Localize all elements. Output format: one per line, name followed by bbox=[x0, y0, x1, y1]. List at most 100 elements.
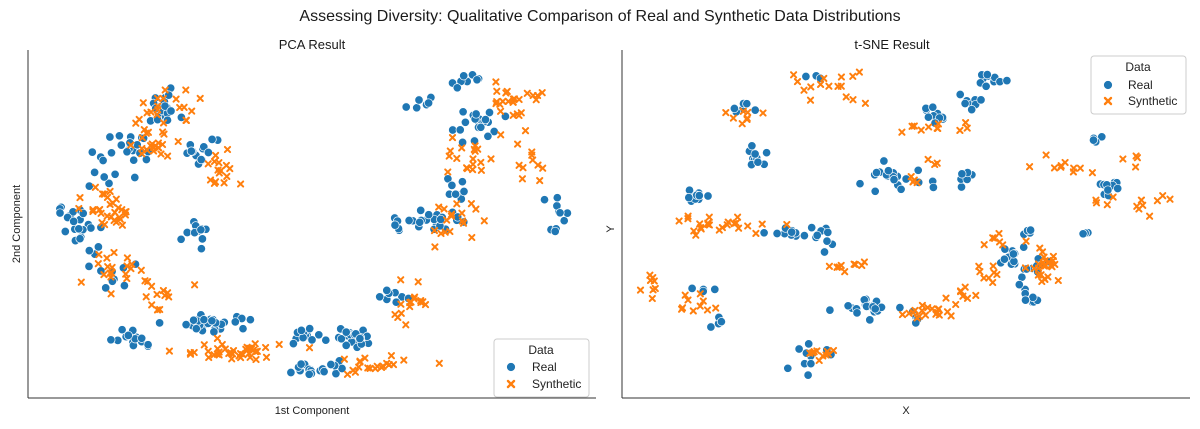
pca-real-point bbox=[455, 125, 465, 135]
tsne-real-point bbox=[1014, 280, 1024, 290]
tsne-real-point bbox=[762, 148, 772, 158]
pca-synthetic-point bbox=[474, 145, 482, 153]
pca-synthetic-point bbox=[221, 345, 229, 353]
tsne-synthetic-point bbox=[907, 173, 915, 181]
pca-real-point bbox=[460, 117, 470, 127]
pca-synthetic-point bbox=[469, 155, 477, 163]
pca-real-point bbox=[155, 318, 165, 328]
pca-real-point bbox=[104, 178, 114, 188]
pca-synthetic-point bbox=[528, 148, 536, 156]
pca-synthetic-point bbox=[446, 147, 454, 155]
tsne-synthetic-point bbox=[752, 229, 760, 237]
pca-synthetic-point bbox=[190, 348, 198, 357]
pca-synthetic-point bbox=[400, 356, 408, 364]
pca-synthetic-point bbox=[539, 164, 547, 172]
pca-synthetic-point bbox=[351, 368, 359, 376]
pca-real-point bbox=[166, 106, 176, 116]
pca-synthetic-point bbox=[188, 107, 196, 115]
pca-synthetic-point bbox=[75, 204, 83, 213]
tsne-synthetic-point bbox=[1038, 248, 1047, 256]
tsne-real-point bbox=[843, 301, 853, 311]
pca-real-point bbox=[197, 234, 207, 244]
pca-synthetic-point bbox=[123, 274, 131, 283]
pca-synthetic-point bbox=[518, 175, 526, 183]
pca-synthetic-point bbox=[154, 94, 162, 102]
pca-real-point bbox=[451, 189, 461, 199]
pca-synthetic-point bbox=[477, 158, 485, 166]
tsne-synthetic-point bbox=[855, 68, 863, 76]
tsne-real-point bbox=[812, 230, 822, 240]
pca-real-point bbox=[424, 210, 434, 220]
pca-synthetic-point bbox=[191, 281, 199, 289]
tsne-real-point bbox=[823, 227, 833, 237]
tsne-synthetic-point bbox=[989, 278, 997, 287]
pca-real-point bbox=[105, 132, 115, 142]
pca-synthetic-point bbox=[239, 351, 247, 359]
tsne-synthetic-point bbox=[841, 268, 849, 276]
tsne-synthetic-point bbox=[732, 219, 740, 227]
tsne-synthetic-point bbox=[783, 220, 791, 229]
tsne-real-point bbox=[806, 359, 816, 369]
pca-synthetic-point bbox=[343, 370, 352, 378]
tsne-synthetic-point bbox=[807, 83, 815, 91]
pca-synthetic-point bbox=[94, 260, 102, 268]
pca-real-point bbox=[459, 71, 469, 81]
tsne-synthetic-point bbox=[759, 109, 767, 117]
pca-synthetic-point bbox=[538, 89, 546, 97]
tsne-synthetic-point bbox=[858, 261, 866, 270]
tsne-synthetic-point bbox=[913, 314, 921, 322]
pca-synthetic-point bbox=[443, 216, 451, 224]
tsne-legend: Data Real Synthetic bbox=[1090, 55, 1187, 115]
pca-real-point bbox=[196, 155, 206, 165]
pca-real-point bbox=[412, 103, 422, 113]
tsne-real-point bbox=[729, 103, 739, 114]
tsne-real-point bbox=[1000, 244, 1010, 254]
tsne-synthetic-point bbox=[681, 291, 689, 299]
pca-synthetic-point bbox=[223, 145, 232, 154]
tsne-real-point bbox=[684, 193, 694, 203]
pca-synthetic-point bbox=[532, 96, 540, 104]
pca-synthetic-point bbox=[444, 168, 452, 176]
tsne-real-point bbox=[1026, 225, 1036, 235]
pca-synthetic-point bbox=[499, 97, 507, 105]
pca-real-point bbox=[86, 223, 96, 233]
tsne-real-point bbox=[1088, 135, 1099, 145]
pca-real-point bbox=[552, 193, 562, 203]
pca-synthetic-point bbox=[497, 107, 505, 115]
pca-synthetic-point bbox=[366, 364, 374, 372]
tsne-legend-real-marker bbox=[1103, 80, 1113, 90]
pca-synthetic-point bbox=[218, 340, 226, 349]
tsne-real-point bbox=[1020, 295, 1031, 305]
tsne-real-point bbox=[753, 157, 763, 167]
pca-points bbox=[55, 70, 572, 379]
tsne-synthetic-point bbox=[1041, 257, 1049, 265]
pca-real-point bbox=[130, 172, 140, 183]
pca-real-point bbox=[424, 98, 434, 108]
pca-synthetic-point bbox=[138, 150, 146, 158]
pca-synthetic-point bbox=[515, 161, 523, 169]
pca-synthetic-point bbox=[200, 341, 208, 349]
pca-synthetic-point bbox=[519, 164, 527, 172]
pca-synthetic-point bbox=[252, 355, 260, 364]
pca-real-point bbox=[559, 216, 569, 226]
pca-synthetic-point bbox=[174, 137, 182, 146]
pca-synthetic-point bbox=[123, 262, 131, 270]
pca-real-point bbox=[99, 172, 109, 182]
pca-synthetic-point bbox=[521, 127, 530, 135]
pca-real-point bbox=[414, 95, 424, 105]
pca-synthetic-point bbox=[110, 248, 118, 257]
pca-synthetic-point bbox=[493, 87, 501, 95]
pca-synthetic-point bbox=[435, 359, 443, 367]
pca-xlabel: 1st Component bbox=[275, 405, 350, 417]
pca-synthetic-point bbox=[205, 353, 213, 362]
tsne-real-point bbox=[960, 98, 970, 109]
tsne-synthetic-point bbox=[849, 72, 857, 80]
pca-real-point bbox=[207, 134, 217, 144]
tsne-real-point bbox=[1113, 183, 1123, 194]
pca-synthetic-point bbox=[227, 349, 235, 357]
pca-real-point bbox=[199, 315, 209, 325]
tsne-real-point bbox=[981, 81, 991, 91]
tsne-synthetic-point bbox=[651, 284, 659, 293]
tsne-synthetic-point bbox=[744, 108, 752, 116]
tsne-real-point bbox=[855, 179, 865, 189]
